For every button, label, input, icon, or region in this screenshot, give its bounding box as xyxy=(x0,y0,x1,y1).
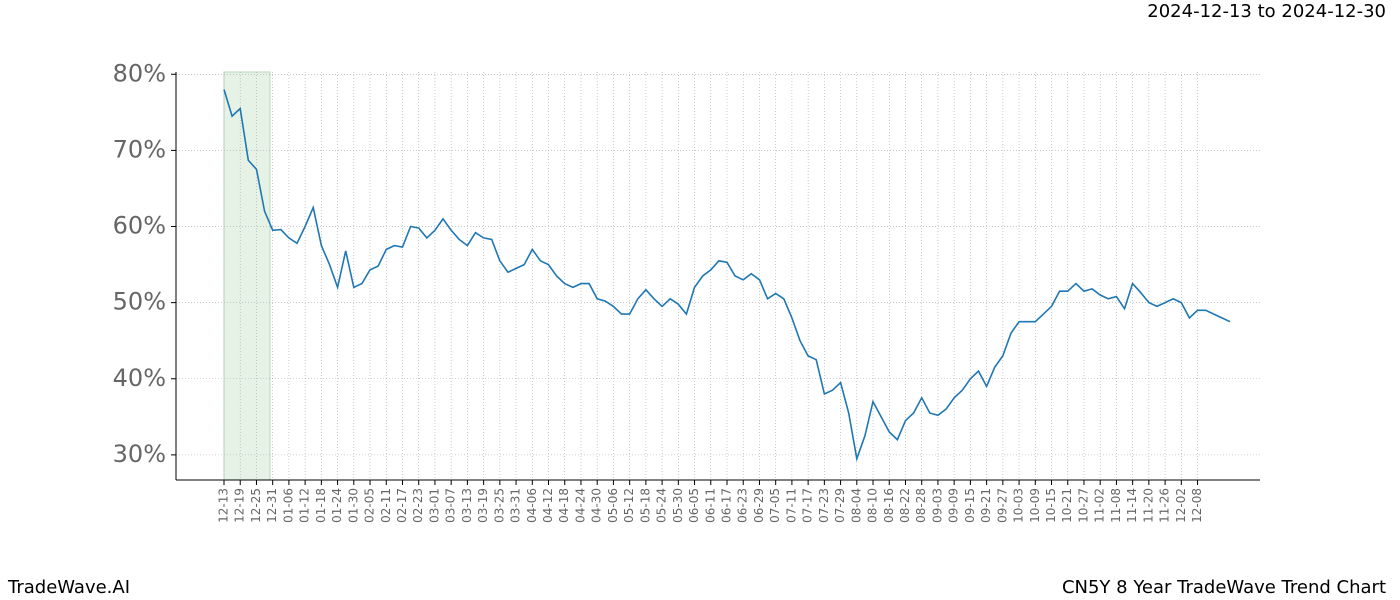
x-tick-label: 02-05 xyxy=(363,488,377,523)
x-tick-label: 08-28 xyxy=(914,488,928,523)
x-tick-label: 11-26 xyxy=(1158,488,1172,523)
x-tick-label: 03-07 xyxy=(444,488,458,523)
x-tick-label: 11-14 xyxy=(1125,488,1139,523)
x-tick-label: 10-03 xyxy=(1012,488,1026,523)
x-tick-label: 04-18 xyxy=(557,488,571,523)
x-tick-label: 08-16 xyxy=(882,488,896,523)
x-tick-label: 11-02 xyxy=(1093,488,1107,523)
x-tick-label: 10-15 xyxy=(1044,488,1058,523)
x-tick-label: 09-03 xyxy=(930,488,944,523)
x-tick-label: 04-06 xyxy=(525,488,539,523)
x-tick-label: 01-06 xyxy=(281,488,295,523)
x-tick-label: 05-30 xyxy=(671,488,685,523)
x-tick-label: 02-23 xyxy=(411,488,425,523)
x-tick-label: 09-09 xyxy=(947,488,961,523)
x-tick-label: 06-17 xyxy=(720,488,734,523)
x-tick-label: 04-12 xyxy=(541,488,555,523)
x-tick-label: 05-06 xyxy=(606,488,620,523)
x-tick-label: 08-04 xyxy=(849,488,863,523)
x-tick-label: 12-31 xyxy=(265,488,279,523)
x-tick-label: 06-23 xyxy=(736,488,750,523)
x-tick-label: 03-13 xyxy=(460,488,474,523)
x-tick-label: 05-18 xyxy=(638,488,652,523)
y-tick-label: 50% xyxy=(113,288,166,316)
x-tick-label: 03-31 xyxy=(509,488,523,523)
x-tick-label: 09-21 xyxy=(979,488,993,523)
x-tick-label: 01-12 xyxy=(298,488,312,523)
x-tick-label: 11-08 xyxy=(1109,488,1123,523)
highlight-band xyxy=(223,71,271,481)
x-tick-label: 09-27 xyxy=(995,488,1009,523)
x-tick-label: 04-30 xyxy=(590,488,604,523)
y-tick-label: 70% xyxy=(113,135,166,163)
x-tick-label: 05-12 xyxy=(622,488,636,523)
x-tick-label: 02-11 xyxy=(379,488,393,523)
x-tick-label: 06-29 xyxy=(752,488,766,523)
y-tick-label: 30% xyxy=(113,440,166,468)
x-tick-label: 09-15 xyxy=(963,488,977,523)
chart-title: CN5Y 8 Year TradeWave Trend Chart xyxy=(1062,577,1386,598)
date-range: 2024-12-13 to 2024-12-30 xyxy=(1147,1,1386,22)
x-tick-label: 03-19 xyxy=(476,488,490,523)
x-tick-label: 12-08 xyxy=(1190,488,1204,523)
trend-line xyxy=(223,89,1231,462)
y-tick-label: 80% xyxy=(113,59,166,87)
x-tick-label: 01-18 xyxy=(314,488,328,523)
x-tick-label: 08-22 xyxy=(898,488,912,523)
x-tick-label: 03-01 xyxy=(427,488,441,523)
y-tick-label: 60% xyxy=(113,212,166,240)
x-tick-label: 10-27 xyxy=(1076,488,1090,523)
x-tick-label: 12-02 xyxy=(1174,488,1188,523)
x-tick-label: 07-17 xyxy=(801,488,815,523)
x-tick-label: 07-11 xyxy=(784,488,798,523)
x-tick-label: 06-05 xyxy=(687,488,701,523)
x-tick-label: 05-24 xyxy=(655,488,669,523)
x-tick-label: 11-20 xyxy=(1141,488,1155,523)
x-tick-label: 12-19 xyxy=(233,488,247,523)
x-tick-label: 07-29 xyxy=(833,488,847,523)
y-tick-label: 40% xyxy=(113,364,166,392)
x-tick-label: 01-24 xyxy=(330,488,344,523)
x-tick-label: 08-10 xyxy=(866,488,880,523)
x-tick-label: 12-13 xyxy=(217,488,231,523)
x-tick-label: 07-05 xyxy=(768,488,782,523)
x-tick-label: 07-23 xyxy=(817,488,831,523)
x-tick-label: 01-30 xyxy=(346,488,360,523)
brand: TradeWave.AI xyxy=(7,577,130,598)
x-tick-label: 10-09 xyxy=(1028,488,1042,523)
x-tick-label: 06-11 xyxy=(703,488,717,523)
x-tick-label: 02-17 xyxy=(395,488,409,523)
x-tick-label: 12-25 xyxy=(249,488,263,523)
x-tick-label: 10-21 xyxy=(1060,488,1074,523)
x-tick-label: 03-25 xyxy=(492,488,506,523)
x-tick-label: 04-24 xyxy=(573,488,587,523)
